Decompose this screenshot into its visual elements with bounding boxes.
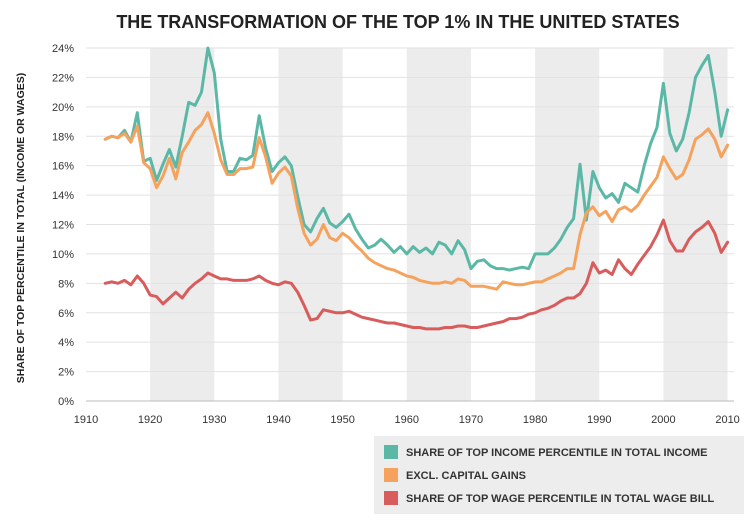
x-tick-label: 1970 <box>459 414 483 426</box>
x-tick-label: 1910 <box>74 414 98 426</box>
x-tick-label: 1990 <box>587 414 611 426</box>
series-lines <box>103 46 730 331</box>
x-axis-ticks: 1910 1920 1930 1940 1950 1960 1970 1980 1990 2000… <box>74 414 740 426</box>
gridlines <box>86 47 734 402</box>
x-tick-label: 1980 <box>523 414 547 426</box>
y-tick-label: 6% <box>58 308 74 320</box>
y-axis-label: SHARE OF TOP PERCENTILE IN TOTAL (INCOME… <box>15 73 27 384</box>
legend-box <box>374 436 744 514</box>
legend-label: SHARE OF TOP INCOME PERCENTILE IN TOTAL … <box>406 447 708 459</box>
x-tick-label: 2000 <box>651 414 675 426</box>
legend-swatch <box>384 468 398 482</box>
y-tick-label: 4% <box>58 337 74 349</box>
y-tick-label: 22% <box>52 72 74 84</box>
y-axis-ticks: 0% 2% 4% 6% 8% 10% 12% 14% 16% 18% 20% 22% 24% <box>52 43 74 408</box>
y-tick-label: 8% <box>58 278 74 290</box>
y-tick-label: 20% <box>52 102 74 114</box>
y-tick-label: 18% <box>52 131 74 143</box>
y-tick-label: 16% <box>52 161 74 173</box>
series-line-3 <box>103 218 730 331</box>
y-tick-label: 2% <box>58 367 74 379</box>
legend-swatch <box>384 491 398 505</box>
series-line-2 <box>103 111 730 291</box>
y-tick-label: 14% <box>52 190 74 202</box>
y-tick-label: 0% <box>58 396 74 408</box>
y-tick-label: 24% <box>52 43 74 55</box>
chart-title: THE TRANSFORMATION OF THE TOP 1% IN THE … <box>116 12 679 32</box>
series-line-1 <box>103 46 730 272</box>
y-tick-label: 12% <box>52 220 74 232</box>
x-tick-label: 1930 <box>202 414 226 426</box>
x-tick-label: 1960 <box>395 414 419 426</box>
legend-label: SHARE OF TOP WAGE PERCENTILE IN TOTAL WA… <box>406 493 715 505</box>
x-tick-label: 2010 <box>715 414 739 426</box>
legend-label: EXCL. CAPITAL GAINS <box>406 470 526 482</box>
legend: SHARE OF TOP INCOME PERCENTILE IN TOTAL … <box>374 436 744 514</box>
x-tick-label: 1920 <box>138 414 162 426</box>
x-tick-label: 1950 <box>330 414 354 426</box>
y-tick-label: 10% <box>52 249 74 261</box>
x-tick-label: 1940 <box>266 414 290 426</box>
legend-swatch <box>384 445 398 459</box>
